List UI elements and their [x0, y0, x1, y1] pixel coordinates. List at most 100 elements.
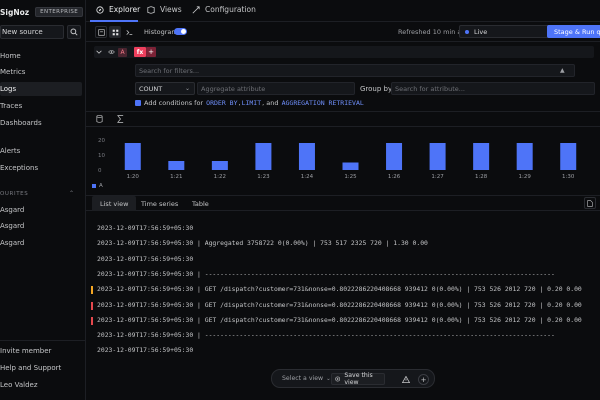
sidebar-item-metrics[interactable]: Metrics	[0, 65, 82, 79]
warning-icon	[402, 376, 410, 383]
sidebar-item-alerts[interactable]: Alerts	[0, 144, 82, 158]
aggregate-value: COUNT	[139, 84, 163, 93]
aggregate-operator-select[interactable]: COUNT ⌄	[135, 82, 195, 95]
new-source-button[interactable]: New source	[0, 25, 64, 39]
group-by-placeholder: Search for attribute...	[395, 84, 465, 93]
tab-configuration[interactable]: Configuration	[191, 5, 256, 14]
new-source-label: New source	[2, 28, 43, 36]
plus-icon: +	[420, 375, 427, 384]
eye-icon[interactable]	[108, 49, 115, 55]
sidebar-item-label: Traces	[0, 102, 23, 110]
y-tick-label: 20	[98, 138, 105, 144]
grid-icon	[112, 29, 118, 35]
views-icon	[146, 5, 155, 14]
tab-time-series[interactable]: Time series	[133, 196, 186, 211]
search-icon	[70, 28, 78, 36]
sum-icon[interactable]	[117, 115, 124, 123]
tab-label: Time series	[141, 199, 179, 208]
separator: ,	[238, 99, 241, 107]
sidebar-item-home[interactable]: Home	[0, 49, 82, 63]
legend-label: A	[99, 183, 103, 189]
add-conditions-toggle[interactable]: Add conditions for ORDER BY, LIMIT, and …	[135, 99, 365, 107]
chart-bar[interactable]	[386, 143, 403, 170]
sidebar-item-label: Exceptions	[0, 164, 39, 172]
tab-explorer[interactable]: Explorer	[95, 5, 140, 14]
log-row[interactable]: 2023-12-09T17:56:59+05:30 | ------------…	[97, 269, 555, 278]
query-letter-badge[interactable]: A	[118, 48, 127, 57]
chart-bar[interactable]	[255, 143, 272, 170]
sidebar-item-label: Logs	[0, 85, 17, 93]
chart-legend: A	[92, 183, 103, 189]
list-icon	[97, 28, 105, 36]
aggregation-retrieval-keyword: AGGREGATION RETRIEVAL	[281, 99, 364, 107]
chart-bar[interactable]	[473, 143, 490, 170]
brand: SigNoz ENTERPRISE	[0, 6, 84, 18]
formula-button[interactable]: fx	[134, 47, 146, 57]
favourite-item[interactable]: Asgard	[0, 206, 25, 214]
log-row[interactable]: 2023-12-09T17:56:59+05:30 | GET /dispatc…	[97, 315, 582, 324]
collapse-icon[interactable]: ▲	[560, 67, 565, 74]
chart-bar[interactable]	[211, 161, 228, 170]
help-support-link[interactable]: Help and Support	[0, 364, 62, 372]
log-row[interactable]: 2023-12-09T17:56:59+05:30	[97, 254, 194, 263]
checkbox-icon[interactable]	[135, 100, 141, 106]
view-actions-bar: Select a view ⌄ Save this view +	[271, 369, 435, 388]
log-row[interactable]: 2023-12-09T17:56:59+05:30 | GET /dispatc…	[97, 300, 582, 309]
x-tick-label: 1:29	[519, 174, 532, 180]
download-button[interactable]	[584, 197, 596, 209]
separator: , and	[262, 99, 279, 107]
log-row[interactable]: 2023-12-09T17:56:59+05:30 | ------------…	[97, 331, 555, 340]
tab-table[interactable]: Table	[184, 196, 217, 211]
group-by-input[interactable]: Search for attribute...	[391, 82, 595, 95]
log-row[interactable]: 2023-12-09T17:56:59+05:30	[97, 346, 194, 355]
search-button[interactable]	[67, 25, 81, 39]
sidebar-item-dashboards[interactable]: Dashboards	[0, 116, 82, 130]
histogram-chart: 20 10 0 1:20 1:21 1:22 1:23 1:24 1:25 1:26 1:27 1:2…	[86, 130, 600, 192]
tab-views[interactable]: Views	[146, 5, 182, 14]
invite-member-link[interactable]: Invite member	[0, 347, 52, 355]
legend-swatch	[92, 184, 96, 188]
chart-bar[interactable]	[342, 162, 359, 171]
filter-search-input[interactable]: Search for filters...	[135, 64, 575, 77]
grid-view-button[interactable]	[109, 26, 121, 38]
tab-label: List view	[100, 199, 129, 208]
add-query-button[interactable]: +	[146, 47, 156, 57]
stage-run-button[interactable]: Stage & Run query	[547, 25, 600, 38]
chart-bar[interactable]	[168, 161, 185, 170]
chart-bar[interactable]	[560, 143, 577, 170]
log-row[interactable]: 2023-12-09T17:56:59+05:30	[97, 224, 194, 232]
x-tick-label: 1:24	[301, 174, 314, 180]
favourite-item[interactable]: Asgard	[0, 239, 25, 247]
database-icon[interactable]	[96, 115, 103, 123]
live-dot-icon	[465, 29, 469, 34]
warning-button[interactable]	[400, 374, 412, 385]
chevron-up-icon[interactable]: ⌃	[69, 190, 75, 197]
chart-bar[interactable]	[124, 143, 141, 170]
save-view-button[interactable]: Save this view	[331, 372, 385, 386]
histogram-toggle[interactable]	[174, 28, 187, 35]
aggregate-attribute-input[interactable]: Aggregate attribute	[197, 82, 355, 95]
chart-bar[interactable]	[298, 143, 315, 170]
list-view-button[interactable]	[95, 26, 107, 38]
favourite-item[interactable]: Asgard	[0, 222, 25, 230]
log-row[interactable]: 2023-12-09T17:56:59+05:30 | GET /dispatc…	[97, 285, 582, 294]
chevron-down-icon[interactable]	[96, 49, 102, 55]
sidebar-item-traces[interactable]: Traces	[0, 99, 82, 113]
code-view-button[interactable]	[123, 26, 135, 38]
chart-bar[interactable]	[516, 143, 533, 170]
query-header	[94, 46, 594, 58]
sidebar-item-label: Home	[0, 52, 21, 60]
brand-name: SigNoz	[0, 7, 30, 17]
chart-bar[interactable]	[429, 143, 446, 170]
select-view-dropdown[interactable]: Select a view ⌄	[282, 375, 331, 382]
sidebar-item-logs[interactable]: Logs	[0, 82, 82, 96]
chart-svg: 20 10 0 1:20 1:21 1:22 1:23 1:24 1:25 1:26 1:27 1:2…	[98, 138, 577, 180]
tab-list-view[interactable]: List view	[92, 196, 137, 211]
add-button[interactable]: +	[418, 374, 429, 385]
chevron-down-icon: ⌄	[184, 85, 190, 92]
log-row[interactable]: 2023-12-09T17:56:59+05:30 | Aggregated 3…	[97, 239, 428, 248]
query-builder: A fx + Search for filters... ▲ COUNT ⌄ A…	[86, 42, 600, 112]
sidebar-item-exceptions[interactable]: Exceptions	[0, 161, 82, 175]
log-list: 2023-12-09T17:56:59+05:30 2023-12-09T17:5…	[86, 220, 600, 354]
user-profile[interactable]: Leo Valdez	[0, 381, 38, 389]
